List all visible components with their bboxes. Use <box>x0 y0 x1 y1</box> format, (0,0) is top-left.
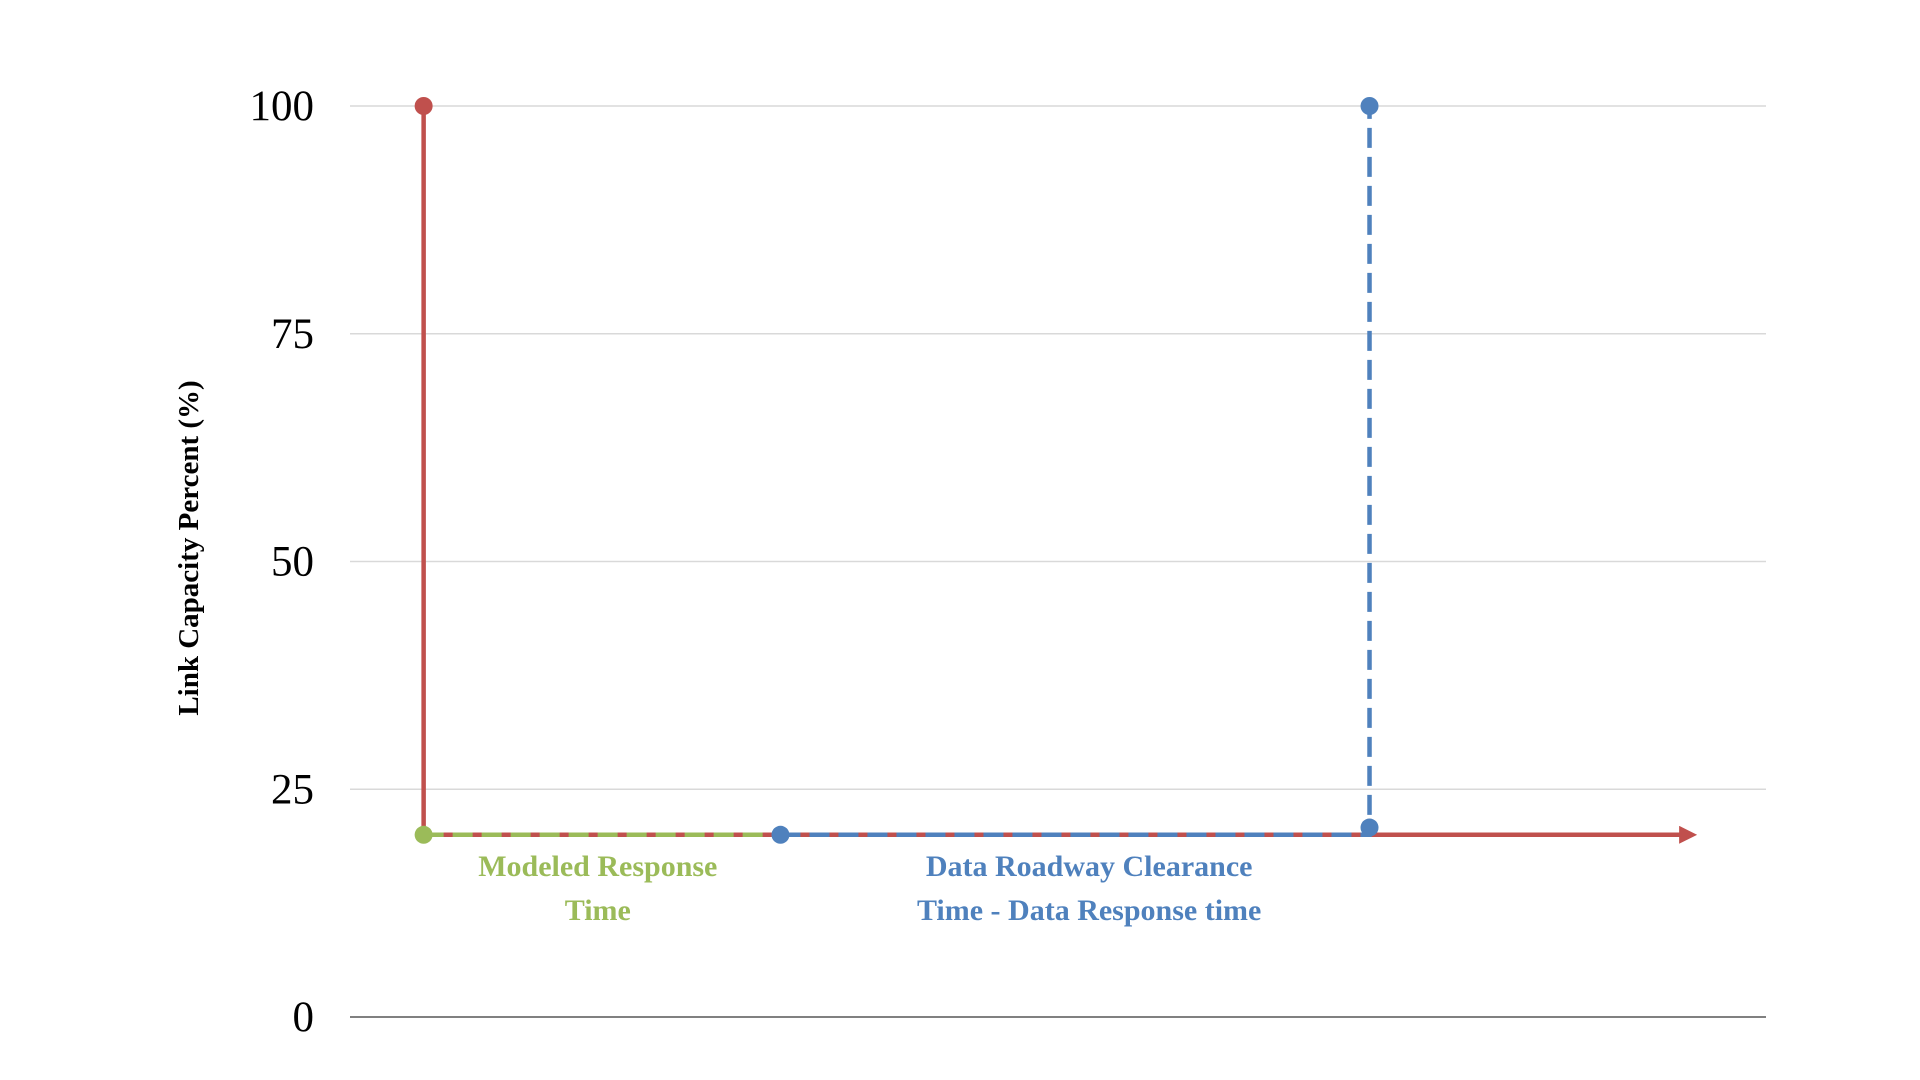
grid-lines <box>350 105 1766 1018</box>
annotation-0-line-0: Modeled Response <box>478 850 717 883</box>
series-lines <box>421 106 1698 844</box>
series-line-2 <box>780 106 1372 838</box>
annotation-1: Data Roadway Clearance Time - Data Respon… <box>917 850 1261 927</box>
y-tick-label-75: 75 <box>271 311 314 358</box>
annotations: Modeled Response Time Data Roadway Clearan… <box>478 850 1261 927</box>
annotation-0: Modeled Response Time <box>478 850 717 927</box>
y-tick-label-50: 50 <box>271 539 314 586</box>
data-point-3 <box>1360 818 1379 837</box>
data-point-4 <box>1360 97 1379 115</box>
data-markers <box>414 97 1379 844</box>
y-axis-label: Link Capacity Percent (%) <box>173 380 205 715</box>
data-point-2 <box>771 825 790 844</box>
y-tick-label-25: 25 <box>271 766 314 813</box>
annotation-0-line-1: Time <box>565 894 631 927</box>
annotation-1-line-0: Data Roadway Clearance <box>926 850 1253 883</box>
y-tick-labels: 0 25 50 75 100 <box>250 83 315 1041</box>
data-point-0 <box>414 97 433 115</box>
series-line-0 <box>421 106 1698 844</box>
y-tick-label-100: 100 <box>250 83 315 130</box>
y-tick-label-0: 0 <box>293 994 315 1041</box>
annotation-1-line-1: Time - Data Response time <box>917 894 1261 927</box>
data-point-1 <box>414 825 433 844</box>
